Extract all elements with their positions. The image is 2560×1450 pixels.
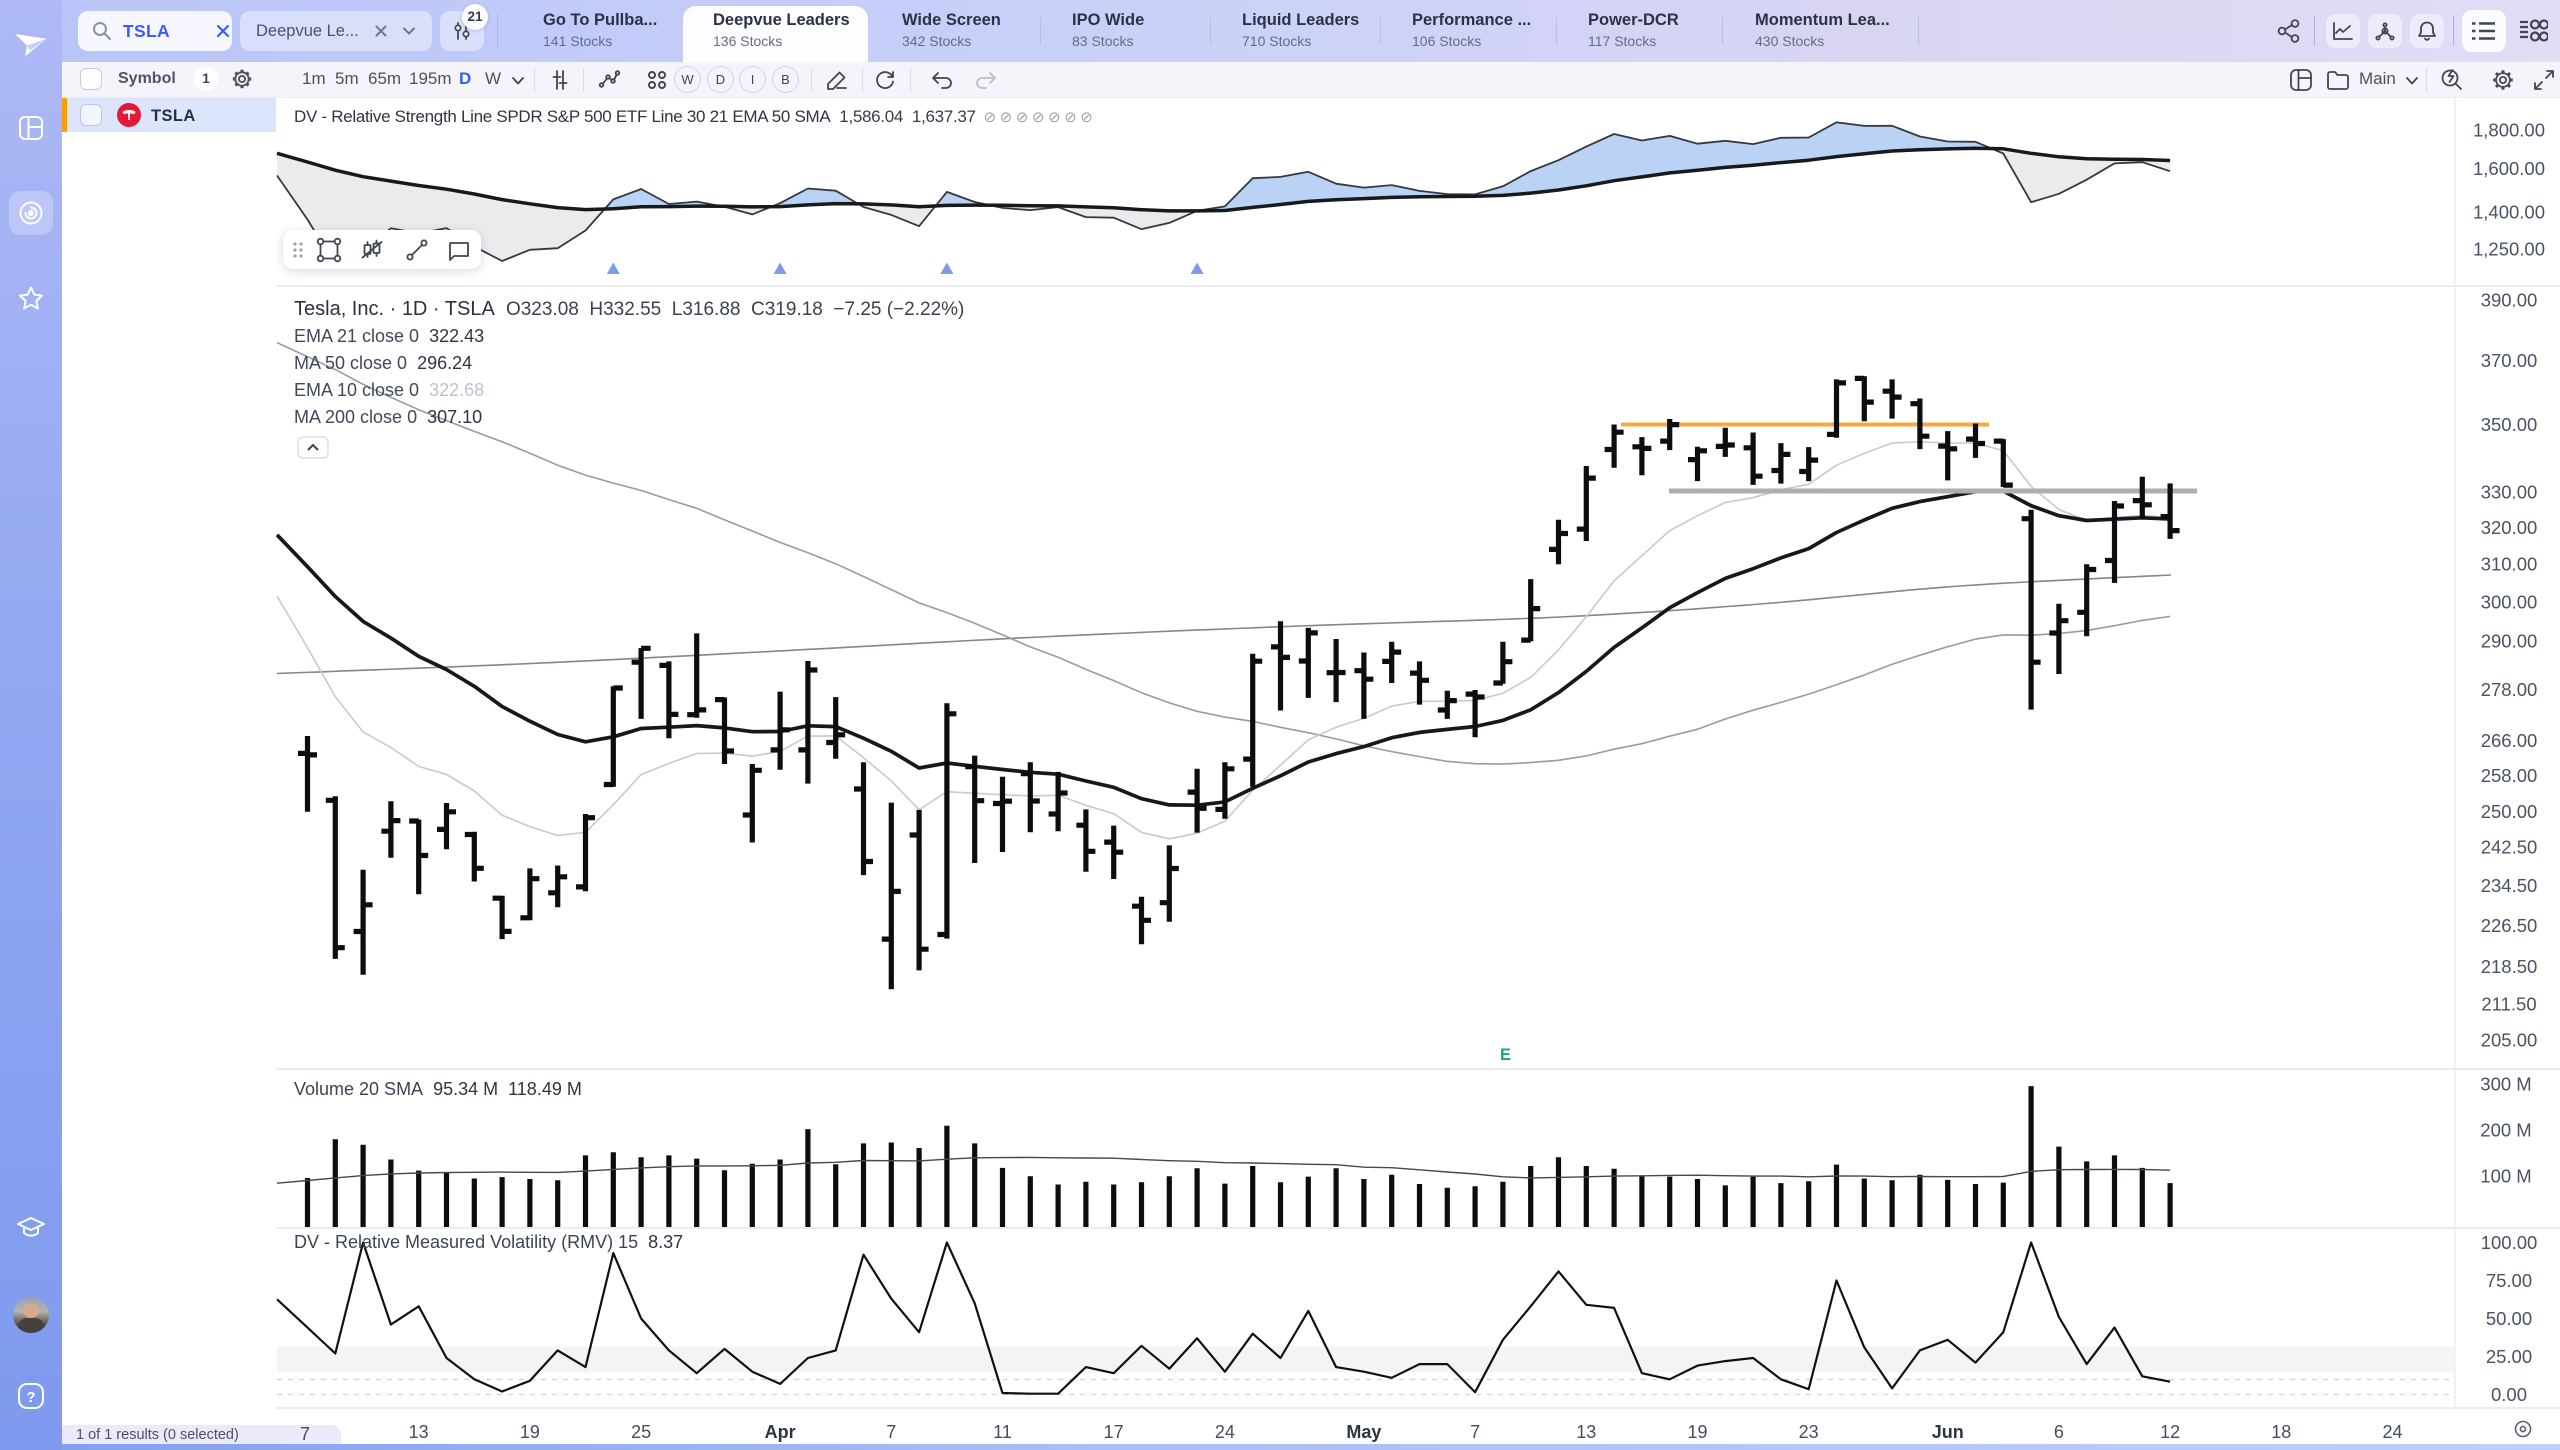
svg-text:390.00: 390.00 <box>2481 290 2538 311</box>
svg-text:250.00: 250.00 <box>2481 801 2538 822</box>
svg-text:Volume 20 SMA 95.34 M 118.49: Volume 20 SMA 95.34 M 118.49 M <box>294 1079 582 1099</box>
svg-text:19: 19 <box>1687 1422 1707 1442</box>
svg-text:DV - Relative Measured Volatil: DV - Relative Measured Volatility (RMV) … <box>294 1232 683 1252</box>
svg-text:278.00: 278.00 <box>2481 679 2538 700</box>
svg-text:310.00: 310.00 <box>2481 554 2538 575</box>
svg-text:320.00: 320.00 <box>2481 517 2538 538</box>
svg-text:Jun: Jun <box>1932 1422 1964 1442</box>
svg-text:370.00: 370.00 <box>2481 350 2538 371</box>
svg-text:75.00: 75.00 <box>2486 1270 2532 1291</box>
svg-text:200 M: 200 M <box>2480 1120 2531 1141</box>
svg-text:205.00: 205.00 <box>2481 1030 2538 1051</box>
svg-text:?: ? <box>26 1389 35 1406</box>
svg-text:1,400.00: 1,400.00 <box>2473 202 2545 223</box>
svg-text:290.00: 290.00 <box>2481 630 2538 651</box>
svg-text:242.50: 242.50 <box>2481 836 2538 857</box>
svg-text:19: 19 <box>520 1422 540 1442</box>
svg-text:Apr: Apr <box>765 1422 796 1442</box>
svg-text:12: 12 <box>2160 1422 2180 1442</box>
svg-text:350.00: 350.00 <box>2481 414 2538 435</box>
svg-text:50.00: 50.00 <box>2486 1308 2532 1329</box>
svg-text:EMA 10 close 0 322.68: EMA 10 close 0 322.68 <box>294 380 484 400</box>
svg-text:1,600.00: 1,600.00 <box>2473 158 2545 179</box>
svg-text:226.50: 226.50 <box>2481 915 2538 936</box>
svg-text:DV - Relative Strength Line SP: DV - Relative Strength Line SPDR S&P 500… <box>294 107 1093 126</box>
svg-text:234.50: 234.50 <box>2481 875 2538 896</box>
svg-text:218.50: 218.50 <box>2481 956 2538 977</box>
svg-text:330.00: 330.00 <box>2481 482 2538 503</box>
svg-text:300.00: 300.00 <box>2481 591 2538 612</box>
svg-text:24: 24 <box>1215 1422 1235 1442</box>
svg-text:MA 200 close 0 307.10: MA 200 close 0 307.10 <box>294 407 482 427</box>
svg-text:May: May <box>1346 1422 1381 1442</box>
svg-text:300 M: 300 M <box>2480 1074 2531 1095</box>
svg-text:18: 18 <box>2271 1422 2291 1442</box>
svg-text:25: 25 <box>631 1422 651 1442</box>
svg-text:17: 17 <box>1104 1422 1124 1442</box>
svg-text:100.00: 100.00 <box>2481 1232 2538 1253</box>
svg-text:11: 11 <box>993 1422 1012 1442</box>
svg-text:6: 6 <box>2054 1422 2064 1442</box>
svg-text:0.00: 0.00 <box>2491 1384 2527 1405</box>
svg-text:EMA 21 close 0 322.43: EMA 21 close 0 322.43 <box>294 326 484 346</box>
svg-text:25.00: 25.00 <box>2486 1346 2532 1367</box>
svg-text:258.00: 258.00 <box>2481 765 2538 786</box>
svg-text:23: 23 <box>1799 1422 1819 1442</box>
svg-text:Tesla, Inc. · 1D · TSLA O323.: Tesla, Inc. · 1D · TSLA O323.08 H332.55 … <box>294 298 964 320</box>
svg-text:211.50: 211.50 <box>2481 994 2536 1015</box>
svg-text:1,250.00: 1,250.00 <box>2473 239 2545 260</box>
svg-text:MA 50 close 0 296.24: MA 50 close 0 296.24 <box>294 353 472 373</box>
svg-text:266.00: 266.00 <box>2481 730 2538 751</box>
svg-text:13: 13 <box>1576 1422 1596 1442</box>
svg-text:24: 24 <box>2382 1422 2402 1442</box>
svg-text:7: 7 <box>886 1422 896 1442</box>
svg-text:13: 13 <box>409 1422 429 1442</box>
svg-text:E: E <box>1500 1046 1511 1064</box>
svg-text:100 M: 100 M <box>2480 1166 2531 1187</box>
svg-text:7: 7 <box>1470 1422 1480 1442</box>
svg-text:1,800.00: 1,800.00 <box>2473 119 2545 140</box>
